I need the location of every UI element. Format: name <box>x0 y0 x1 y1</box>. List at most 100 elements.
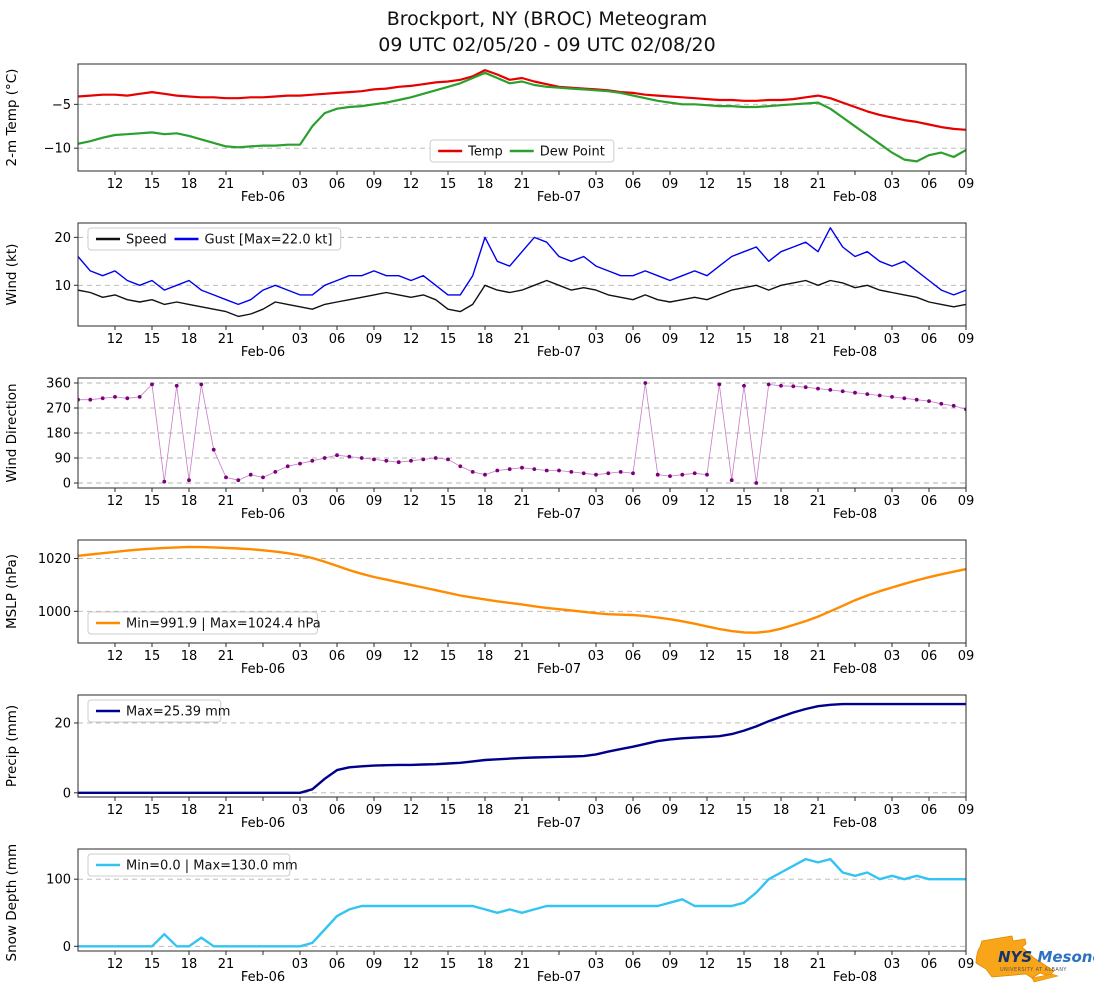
xtick-hour-label: 09 <box>958 177 975 192</box>
xtick-hour-label: 09 <box>366 649 383 664</box>
xtick-hour-label: 12 <box>107 332 124 347</box>
precip-line <box>78 702 966 795</box>
xtick-hour-label: 03 <box>292 177 309 192</box>
xtick-hour-label: 06 <box>625 957 642 972</box>
xtick-hour-label: 12 <box>403 649 420 664</box>
xtick-hour-label: 21 <box>218 494 235 509</box>
wind-ytick: 10 <box>54 279 71 294</box>
xtick-hour-label: 18 <box>477 803 494 818</box>
mslp-legend: Min=991.9 | Max=1024.4 hPa <box>87 611 321 635</box>
xtick-hour-label: 09 <box>662 332 679 347</box>
snow-depth-line <box>78 857 966 948</box>
xtick-date-label: Feb-08 <box>833 507 877 522</box>
xtick-hour-label: 03 <box>884 957 901 972</box>
xtick-hour-label: 09 <box>366 957 383 972</box>
xtick-hour-label: 03 <box>588 803 605 818</box>
xtick-hour-label: 15 <box>144 803 161 818</box>
xtick-hour-label: 18 <box>181 494 198 509</box>
xtick-hour-label: 15 <box>440 177 457 192</box>
xtick-hour-label: 21 <box>514 649 531 664</box>
wind-panel-row: 10 20 12 15 18 21 Feb-06 03 06 09 12 15 18 21 Feb-07 03… <box>0 219 1094 364</box>
xtick-hour-label: 03 <box>588 649 605 664</box>
xtick-hour-label: 06 <box>625 494 642 509</box>
xtick-hour-label: 15 <box>440 803 457 818</box>
precip-ylabel: Precip (mm) <box>4 705 20 787</box>
xtick-hour-label: 06 <box>329 957 346 972</box>
xtick-hour-label: 06 <box>921 957 938 972</box>
xtick-hour-label: 03 <box>884 177 901 192</box>
xtick-hour-label: 12 <box>403 177 420 192</box>
xtick-hour-label: 18 <box>181 803 198 818</box>
xtick-hour-label: 06 <box>329 803 346 818</box>
xtick-hour-label: 18 <box>773 494 790 509</box>
xtick-hour-label: 09 <box>958 803 975 818</box>
xtick-hour-label: 18 <box>773 332 790 347</box>
mslp-ytick: 1020 <box>38 552 71 567</box>
xtick-hour-label: 09 <box>366 177 383 192</box>
xtick-date-label: Feb-08 <box>833 190 877 205</box>
xtick-hour-label: 09 <box>662 803 679 818</box>
temp-panel: −5 −10 12 15 18 21 Feb-06 03 06 09 12 15 18 21 Feb-07 0… <box>4 63 975 205</box>
wind-direction-ylabel: Wind Direction <box>4 383 20 482</box>
xtick-hour-label: 03 <box>588 957 605 972</box>
xtick-hour-label: 06 <box>921 332 938 347</box>
xtick-hour-label: 15 <box>736 177 753 192</box>
logo-text: NYS Mesonet <box>998 950 1094 965</box>
legend-label: Speed <box>126 233 167 248</box>
wind-ytick: 20 <box>54 231 71 246</box>
xtick-hour-label: 12 <box>699 803 716 818</box>
temp-ytick: −10 <box>44 142 71 157</box>
xtick-hour-label: 03 <box>588 494 605 509</box>
xtick-hour-label: 21 <box>218 177 235 192</box>
xtick-hour-label: 15 <box>144 494 161 509</box>
xtick-hour-label: 18 <box>477 332 494 347</box>
xtick-hour-label: 12 <box>107 177 124 192</box>
meteogram-panels: −5 −10 12 15 18 21 Feb-06 03 06 09 12 15 18 21 Feb-07 0… <box>0 60 1094 989</box>
xtick-hour-label: 06 <box>329 649 346 664</box>
legend-label: Temp <box>467 145 503 160</box>
wind-ylabel: Wind (kt) <box>4 244 20 306</box>
legend-label: Min=0.0 | Max=130.0 mm <box>126 859 298 874</box>
dew-point-line <box>78 71 966 163</box>
xtick-hour-label: 18 <box>181 957 198 972</box>
xtick-hour-label: 03 <box>292 649 309 664</box>
snow-depth-ytick: 100 <box>46 873 71 888</box>
mslp-line <box>78 545 966 634</box>
legend-label: Max=25.39 mm <box>126 705 230 720</box>
xtick-hour-label: 21 <box>514 332 531 347</box>
xtick-hour-label: 06 <box>625 332 642 347</box>
snow-depth-ytick: 0 <box>63 940 71 955</box>
xtick-hour-label: 03 <box>588 332 605 347</box>
xtick-hour-label: 21 <box>514 957 531 972</box>
legend-label: Gust [Max=22.0 kt] <box>205 233 333 248</box>
snow-depth-legend: Min=0.0 | Max=130.0 mm <box>87 853 298 877</box>
wind-direction-ytick: 360 <box>46 377 71 392</box>
speed-line <box>78 279 966 318</box>
xtick-hour-label: 03 <box>292 957 309 972</box>
temp-legend: Temp Dew Point <box>429 139 615 163</box>
precip-legend: Max=25.39 mm <box>87 699 230 723</box>
xtick-hour-label: 21 <box>810 957 827 972</box>
xtick-date-label: Feb-08 <box>833 662 877 677</box>
nys-mesonet-logo: NYS Mesonet UNIVERSITY AT ALBANY <box>968 927 1094 997</box>
xtick-hour-label: 21 <box>810 332 827 347</box>
xtick-hour-label: 06 <box>921 649 938 664</box>
xtick-date-label: Feb-06 <box>241 662 285 677</box>
xtick-hour-label: 18 <box>477 957 494 972</box>
logo-org-text: UNIVERSITY AT ALBANY <box>1000 967 1067 973</box>
xtick-hour-label: 12 <box>699 332 716 347</box>
mslp-panel: 1000 1020 12 15 18 21 Feb-06 03 06 09 12 15 18 21 Feb-… <box>4 539 974 677</box>
snow-depth-ylabel: Snow Depth (mm) <box>4 845 20 961</box>
xtick-hour-label: 15 <box>144 649 161 664</box>
xtick-hour-label: 21 <box>218 957 235 972</box>
xtick-hour-label: 18 <box>773 649 790 664</box>
xtick-date-label: Feb-07 <box>537 345 581 360</box>
xtick-hour-label: 21 <box>810 177 827 192</box>
xtick-hour-label: 18 <box>773 177 790 192</box>
xtick-date-label: Feb-07 <box>537 970 581 985</box>
xtick-hour-label: 06 <box>921 177 938 192</box>
wind-direction-ytick: 270 <box>46 402 71 417</box>
xtick-date-label: Feb-08 <box>833 970 877 985</box>
xtick-hour-label: 06 <box>329 332 346 347</box>
xtick-hour-label: 06 <box>921 803 938 818</box>
